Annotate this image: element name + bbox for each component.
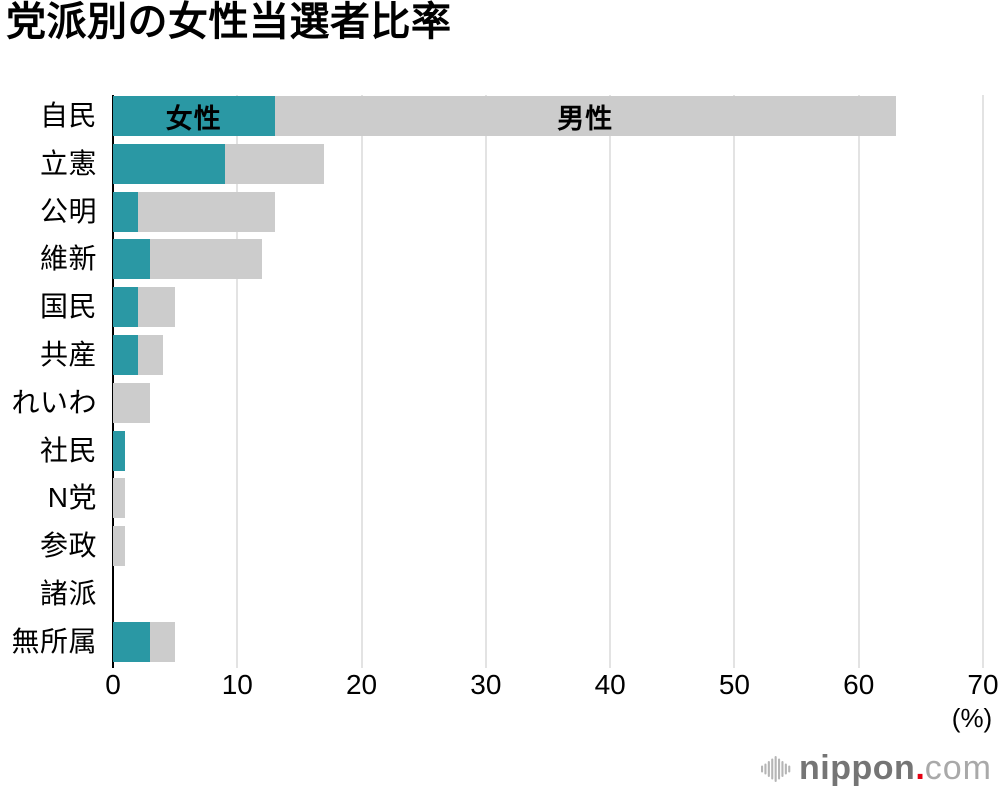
- bar-row: [113, 526, 983, 567]
- bar-segment-male: [150, 621, 176, 662]
- category-label: 社民: [39, 434, 97, 466]
- bar-row: [113, 239, 983, 280]
- gridline: [982, 95, 984, 668]
- bar-rows: 女性 男性: [113, 96, 983, 670]
- bar-row: 女性 男性: [113, 96, 983, 136]
- x-axis-unit-label: (%): [951, 703, 993, 733]
- category-label: 公明: [39, 195, 97, 227]
- x-tick-label: 30: [470, 669, 502, 700]
- x-tick-label: 20: [345, 669, 378, 700]
- bar-row: [113, 478, 983, 519]
- x-tick-label: 70: [967, 669, 999, 700]
- x-tick-label: 10: [221, 669, 253, 700]
- x-tick-label: 60: [843, 669, 875, 700]
- bar-segment-male: [137, 287, 176, 328]
- bar-row: [113, 430, 983, 471]
- logo-dot: .: [915, 749, 925, 787]
- bar-segment-male: [150, 239, 263, 280]
- bar-segment-female: [113, 191, 138, 232]
- bar-row: [113, 382, 983, 423]
- bar-segment-female: [113, 430, 126, 471]
- bar-segment-female: [113, 621, 151, 662]
- bar-segment-female: [113, 334, 138, 375]
- x-axis-ticks: 0 10 20 30 40 50 60 70: [0, 670, 1000, 702]
- category-label: 立憲: [39, 147, 97, 179]
- gridline: [857, 95, 860, 668]
- category-label: 参政: [39, 530, 97, 562]
- nippon-logo: nippon. com: [760, 749, 992, 788]
- bar-segment-male: [224, 143, 325, 184]
- category-label: 無所属: [11, 625, 97, 657]
- bar-segment-male: [113, 478, 126, 519]
- audio-waveform-icon: [761, 755, 791, 782]
- bar-segment-female: [113, 239, 151, 280]
- legend-female-label: 女性: [165, 103, 222, 134]
- bar-segment-male: [137, 191, 275, 232]
- bar-segment-male: [137, 334, 163, 375]
- gridline: [609, 95, 612, 668]
- bar-segment-female: [113, 287, 138, 328]
- logo-text-nippon: nippon: [799, 749, 916, 787]
- category-labels: 自民立憲公明維新国民共産れいわ社民 N党参政諸派無所属: [0, 96, 97, 670]
- category-label: 共産: [39, 338, 97, 370]
- category-label: 諸派: [39, 577, 97, 609]
- bar-segment-male: 男性: [274, 96, 896, 136]
- gridline: [236, 95, 239, 668]
- logo-text-com: com: [924, 749, 992, 787]
- gridline: [733, 95, 736, 668]
- category-label: れいわ: [11, 386, 97, 418]
- bar-row: [113, 191, 983, 232]
- x-tick-label: 0: [105, 669, 121, 700]
- bar-row: [113, 334, 983, 375]
- chart-title: 党派別の女性当選者比率: [6, 0, 452, 44]
- bar-row: [113, 143, 983, 184]
- category-label: 自民: [39, 100, 97, 131]
- bar-segment-female: [113, 143, 225, 184]
- category-label: 国民: [39, 291, 97, 323]
- gridline: [484, 95, 487, 668]
- bar-row: [113, 574, 983, 614]
- y-axis-line: [112, 95, 114, 668]
- bar-row: [113, 287, 983, 328]
- category-label: 維新: [39, 243, 97, 275]
- gridline: [360, 95, 363, 668]
- category-label: N党: [47, 482, 97, 514]
- bar-segment-male: [113, 382, 151, 423]
- x-tick-label: 50: [718, 669, 750, 700]
- bar-segment-female: 女性: [113, 96, 275, 136]
- legend-male-label: 男性: [557, 103, 614, 134]
- bar-row: [113, 621, 983, 662]
- bar-segment-male: [113, 526, 126, 567]
- x-tick-label: 40: [594, 669, 626, 700]
